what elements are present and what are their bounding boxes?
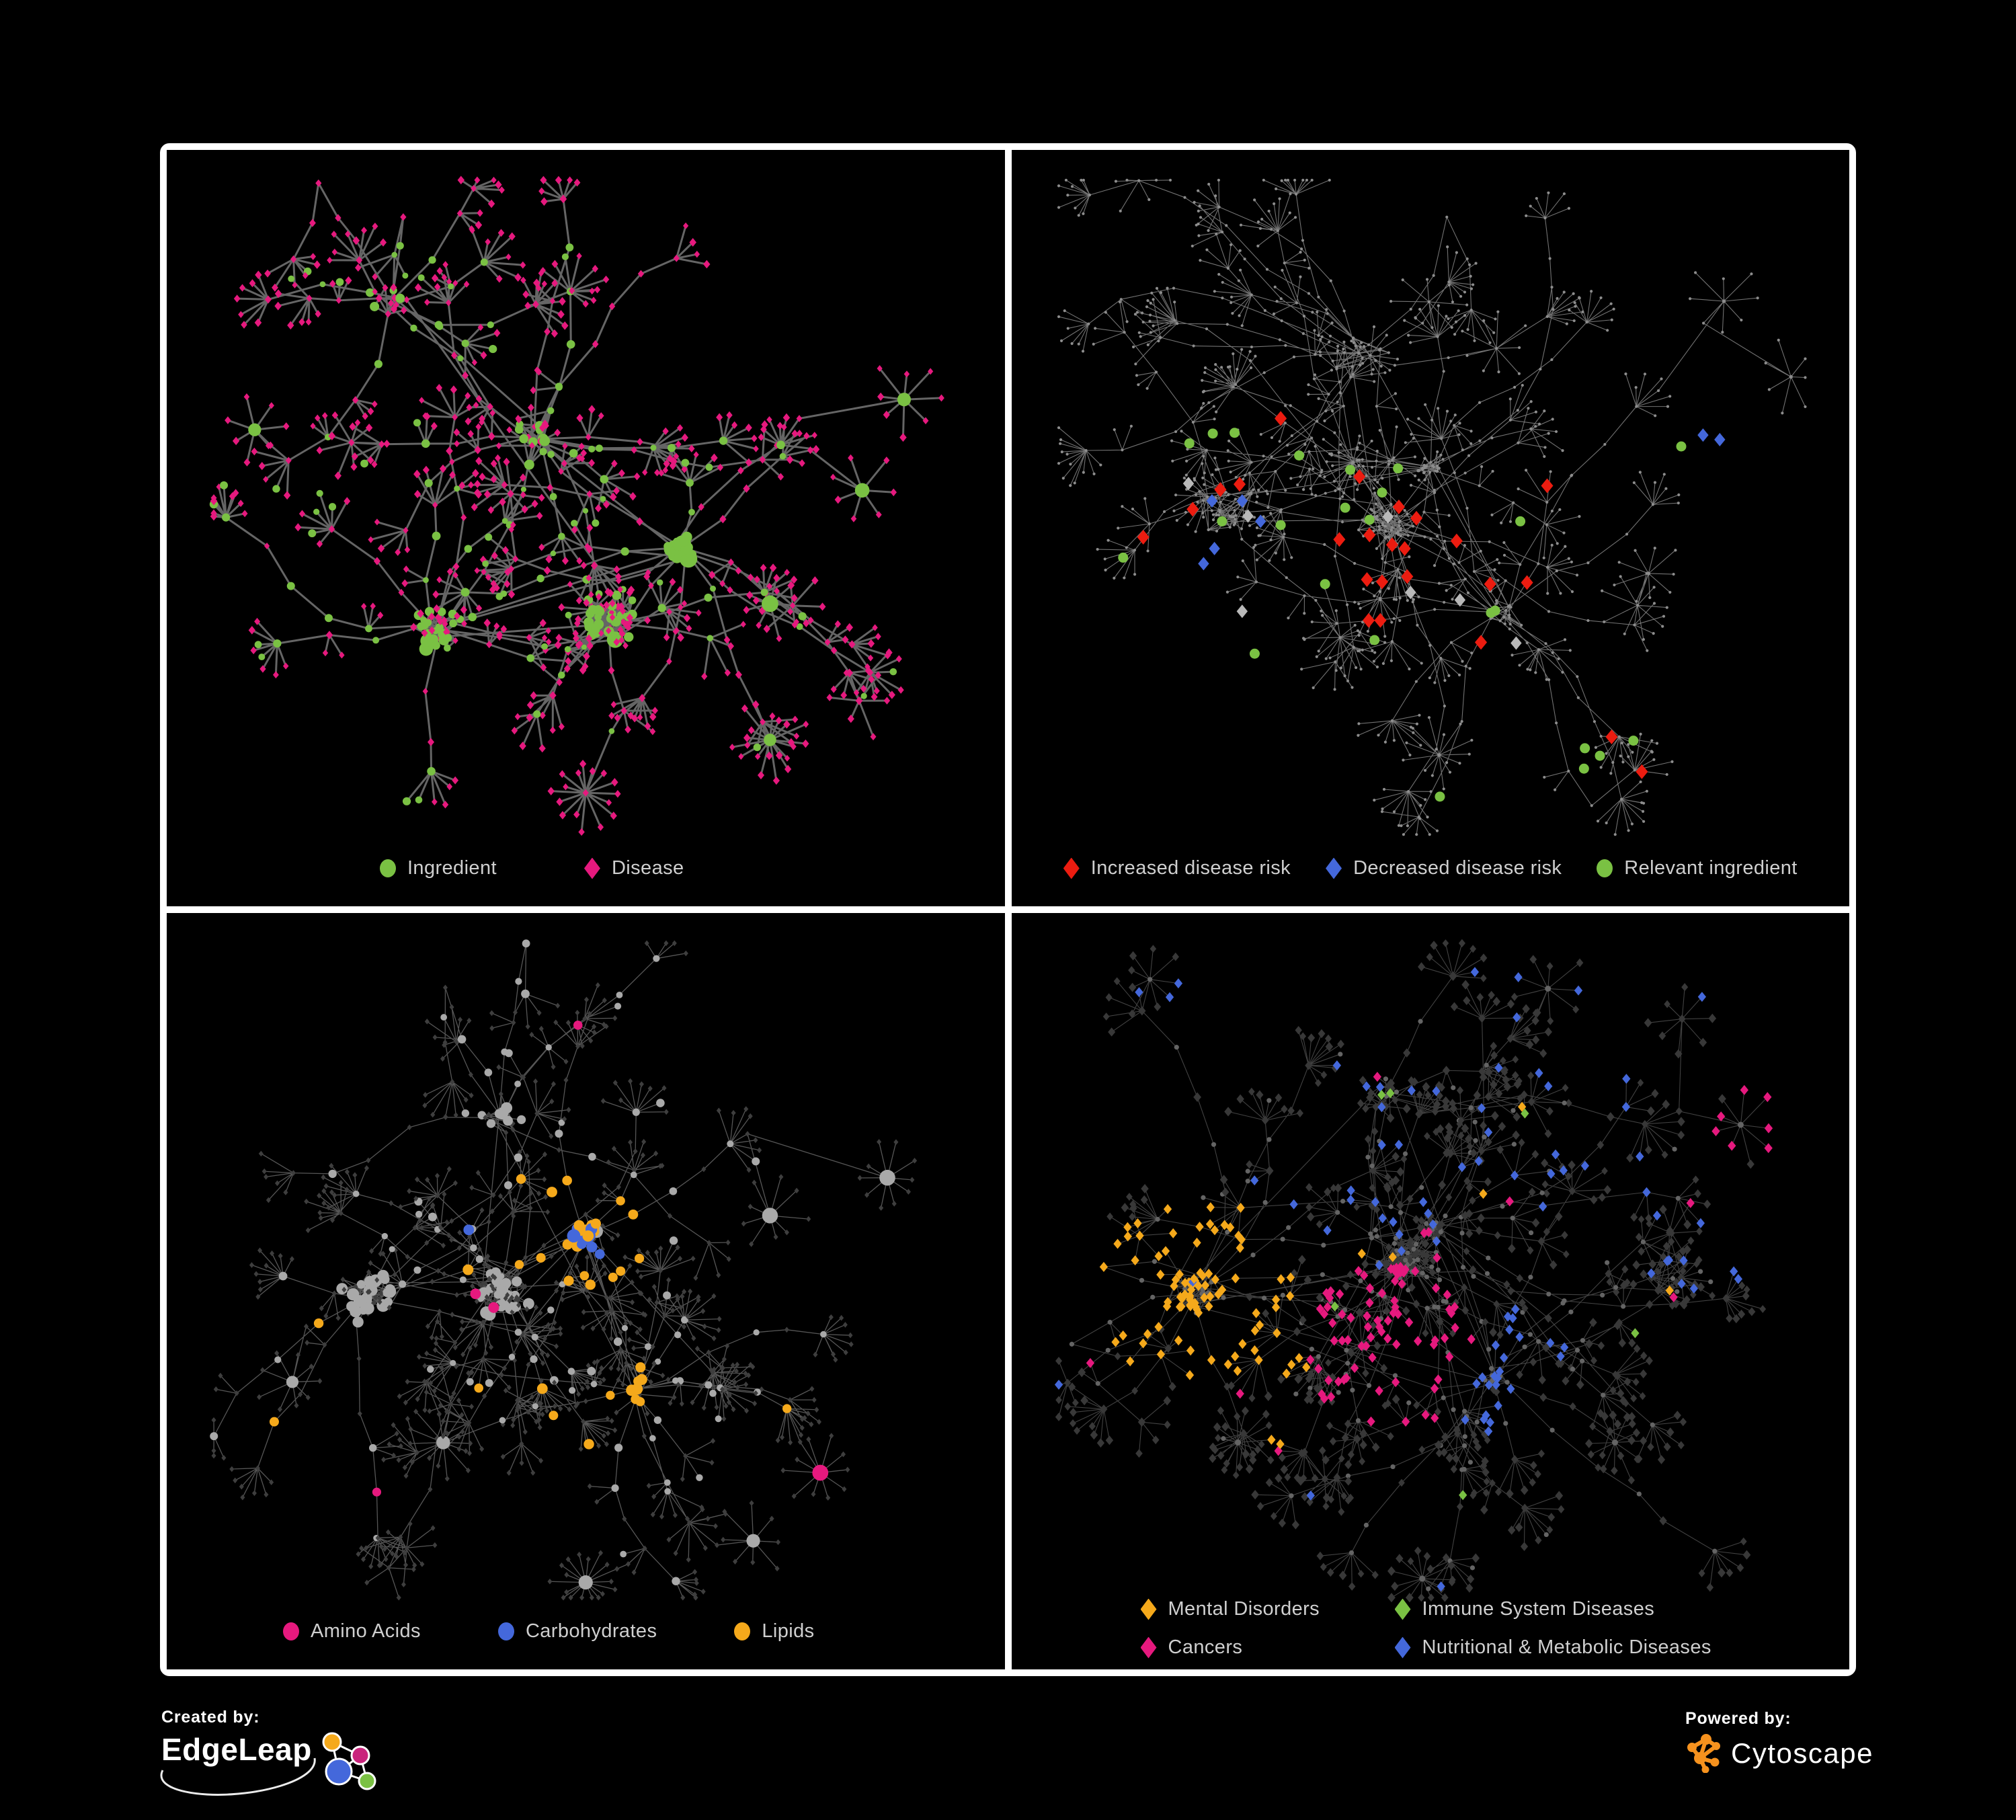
- legend-item-amino-acids: Amino Acids: [282, 1620, 421, 1643]
- network-graph-ingredient-classes: [210, 939, 918, 1601]
- legend-label: Amino Acids: [310, 1620, 421, 1642]
- legend-panel-disease-risk: Increased disease risk Decreased disease…: [1012, 857, 1850, 879]
- cancers-diamond-icon: [1140, 1636, 1157, 1659]
- legend-label: Relevant ingredient: [1624, 857, 1798, 879]
- network-graph-ingredient-disease: [209, 175, 944, 836]
- legend-label: Mental Disorders: [1168, 1598, 1320, 1620]
- mental-disorders-diamond-icon: [1140, 1598, 1157, 1620]
- legend-item-immune-system-diseases: Immune System Diseases: [1394, 1598, 1711, 1620]
- legend-item-mental-disorders: Mental Disorders: [1140, 1598, 1395, 1620]
- ingredient-circle-icon: [379, 859, 396, 877]
- cytoscape-network-icon: [1687, 1734, 1720, 1773]
- legend-label: Increased disease risk: [1090, 857, 1291, 879]
- relevant-ingredient-circle-icon: [1597, 859, 1613, 877]
- edgeleap-wordmark: EdgeLeap: [161, 1732, 312, 1767]
- cytoscape-wordmark: Cytoscape: [1731, 1737, 1873, 1769]
- network-graph-disease-categories: [1054, 939, 1773, 1603]
- figure-grid: Ingredient Disease Increased disease ris…: [160, 143, 1856, 1676]
- legend-label: Immune System Diseases: [1422, 1598, 1655, 1620]
- legend-item-lipids: Lipids: [734, 1620, 814, 1643]
- legend-item-cancers: Cancers: [1140, 1636, 1395, 1659]
- decreased-risk-diamond-icon: [1326, 857, 1342, 879]
- lipids-circle-icon: [734, 1622, 751, 1640]
- cytoscape-logo: Cytoscape: [1685, 1734, 1873, 1773]
- increased-risk-diamond-icon: [1063, 857, 1080, 879]
- amino-acids-circle-icon: [282, 1622, 299, 1640]
- created-by-block: Created by: EdgeLeap: [160, 1708, 390, 1798]
- edgeleap-network-icon: [322, 1732, 376, 1790]
- legend-label: Disease: [611, 857, 684, 879]
- legend-item-disease: Disease: [583, 857, 684, 879]
- powered-by-block: Powered by: Cytoscape: [1685, 1709, 1873, 1773]
- disease-diamond-icon: [583, 857, 600, 879]
- legend-label: Carbohydrates: [525, 1620, 657, 1642]
- legend-label: Cancers: [1168, 1636, 1243, 1658]
- panel-ingredient-classes: Amino Acids Carbohydrates Lipids: [167, 913, 1005, 1669]
- legend-label: Decreased disease risk: [1353, 857, 1562, 879]
- network-graph-disease-risk: [1057, 178, 1807, 836]
- created-by-label: Created by:: [161, 1708, 260, 1727]
- legend-panel-ingredient-classes: Amino Acids Carbohydrates Lipids: [167, 1620, 968, 1643]
- legend-label: Ingredient: [407, 857, 497, 879]
- legend-label: Nutritional & Metabolic Diseases: [1422, 1636, 1711, 1658]
- panel-ingredient-disease: Ingredient Disease: [167, 150, 1005, 906]
- legend-item-ingredient: Ingredient: [379, 857, 497, 879]
- legend-item-nutritional-metabolic-diseases: Nutritional & Metabolic Diseases: [1394, 1636, 1711, 1659]
- legend-label: Lipids: [762, 1620, 815, 1642]
- legend-panel-disease-categories: Mental Disorders Immune System Diseases …: [1140, 1598, 1711, 1659]
- nutritional-metabolic-diseases-diamond-icon: [1394, 1636, 1411, 1659]
- legend-panel-ingredient-disease: Ingredient Disease: [167, 857, 951, 879]
- legend-item-carbohydrates: Carbohydrates: [497, 1620, 657, 1643]
- immune-system-diseases-diamond-icon: [1394, 1598, 1411, 1620]
- panel-disease-categories: Mental Disorders Immune System Diseases …: [1011, 913, 1849, 1669]
- legend-item-increased-risk: Increased disease risk: [1063, 857, 1291, 879]
- panel-disease-risk: Increased disease risk Decreased disease…: [1011, 150, 1850, 906]
- legend-item-decreased-risk: Decreased disease risk: [1326, 857, 1562, 879]
- powered-by-label: Powered by:: [1685, 1709, 1791, 1728]
- edgeleap-logo: EdgeLeap: [160, 1732, 390, 1798]
- carbohydrates-circle-icon: [497, 1622, 514, 1640]
- legend-item-relevant-ingredient: Relevant ingredient: [1597, 857, 1797, 879]
